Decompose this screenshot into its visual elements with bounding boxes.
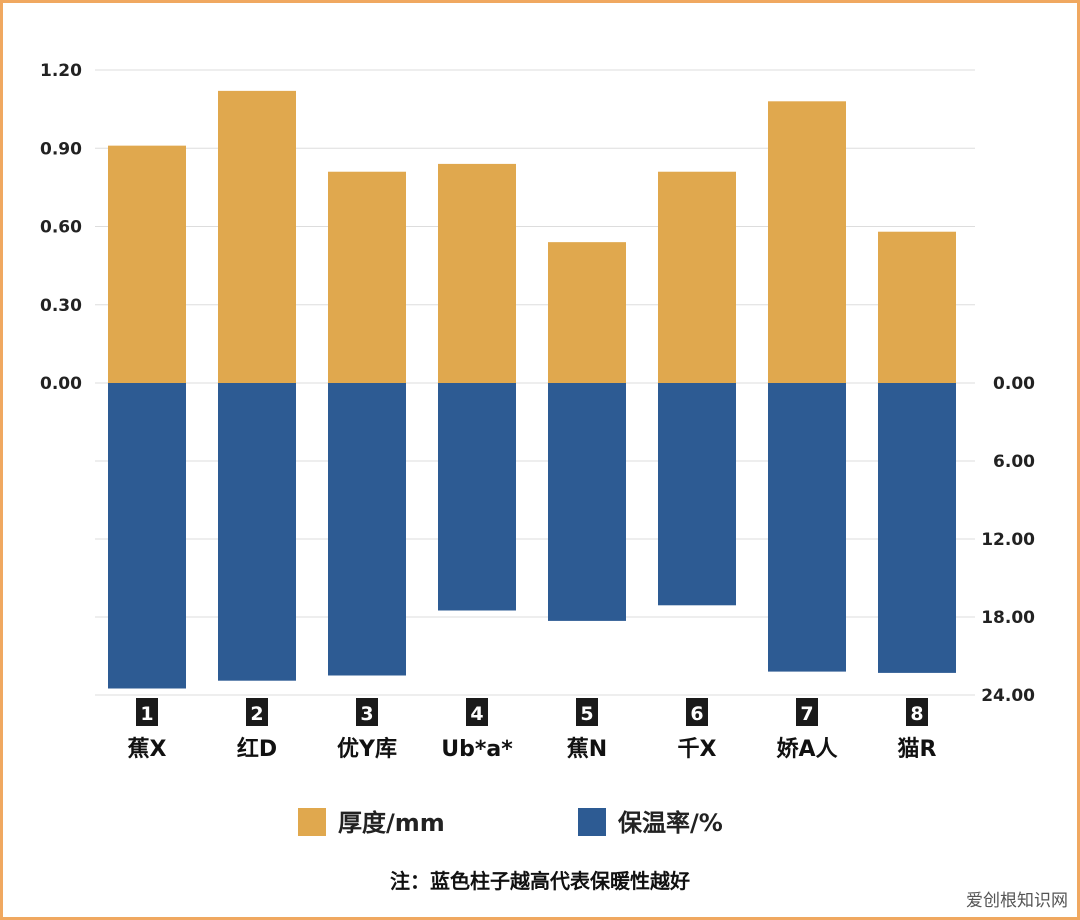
bar-retention bbox=[438, 383, 516, 611]
legend-swatch-thickness bbox=[298, 808, 326, 836]
category-number-badge bbox=[906, 698, 928, 726]
bar-thickness bbox=[328, 171, 406, 383]
category-number: 4 bbox=[470, 703, 483, 725]
bar-retention bbox=[658, 383, 736, 606]
category-number: 1 bbox=[140, 703, 153, 725]
legend-swatch-retention bbox=[578, 808, 606, 836]
legend: 厚度/mm 保温率/% bbox=[298, 808, 723, 837]
bar-retention bbox=[108, 383, 186, 689]
category-number: 2 bbox=[250, 703, 263, 725]
bar-thickness bbox=[108, 145, 186, 383]
bar-retention bbox=[328, 383, 406, 676]
left-tick-label: 0.60 bbox=[40, 218, 82, 238]
right-tick-label: 6.00 bbox=[993, 452, 1035, 472]
category-label: 蕉N bbox=[567, 737, 607, 762]
category-number-badge bbox=[796, 698, 818, 726]
bar-retention bbox=[548, 383, 626, 621]
bar-thickness bbox=[878, 231, 956, 383]
category-label: 猫R bbox=[898, 737, 937, 762]
left-tick-label: 0.90 bbox=[40, 139, 82, 159]
left-tick-label: 0.30 bbox=[40, 296, 82, 316]
category-label: Ub*a* bbox=[441, 737, 513, 762]
right-tick-label: 0.00 bbox=[993, 374, 1035, 394]
category-number: 8 bbox=[910, 703, 923, 725]
bar-thickness bbox=[658, 171, 736, 383]
category-number-badge bbox=[246, 698, 268, 726]
right-tick-label: 24.00 bbox=[981, 686, 1035, 706]
right-tick-label: 12.00 bbox=[981, 530, 1035, 550]
right-tick-label: 18.00 bbox=[981, 608, 1035, 628]
bar-thickness bbox=[548, 242, 626, 383]
bar-thickness bbox=[218, 90, 296, 383]
category-number-badge bbox=[356, 698, 378, 726]
category-label: 娇A人 bbox=[776, 736, 837, 762]
category-number-badge bbox=[466, 698, 488, 726]
legend-label-retention: 保温率/% bbox=[617, 809, 723, 837]
category-number: 7 bbox=[800, 703, 813, 725]
category-label: 优Y库 bbox=[337, 736, 397, 762]
watermark: 爱创根知识网 bbox=[966, 891, 1068, 911]
bar-thickness bbox=[438, 163, 516, 383]
legend-label-thickness: 厚度/mm bbox=[338, 809, 445, 837]
category-number: 6 bbox=[690, 703, 703, 725]
category-label: 千X bbox=[678, 737, 717, 762]
left-tick-label: 1.20 bbox=[40, 61, 82, 81]
category-label: 蕉X bbox=[128, 737, 167, 762]
category-number: 3 bbox=[360, 703, 373, 725]
category-number: 5 bbox=[580, 703, 593, 725]
chart-note: 注：蓝色柱子越高代表保暖性越好 bbox=[390, 869, 690, 893]
bar-thickness bbox=[768, 101, 846, 384]
category-label: 红D bbox=[237, 736, 277, 762]
category-number-badge bbox=[686, 698, 708, 726]
bar-retention bbox=[878, 383, 956, 673]
category-number-badge bbox=[136, 698, 158, 726]
left-tick-label: 0.00 bbox=[40, 374, 82, 394]
bar-retention bbox=[218, 383, 296, 681]
category-number-badge bbox=[576, 698, 598, 726]
bar-retention bbox=[768, 383, 846, 672]
